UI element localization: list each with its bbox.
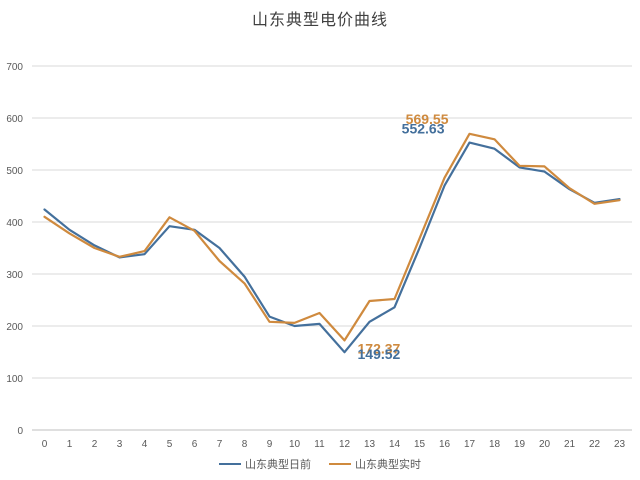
- x-tick-label-22: 22: [589, 439, 601, 450]
- x-tick-label-7: 7: [217, 439, 223, 450]
- x-tick-label-15: 15: [414, 439, 426, 450]
- x-tick-label-23: 23: [614, 439, 626, 450]
- x-tick-label-0: 0: [42, 439, 48, 450]
- data-label-172-37: 172.37: [358, 340, 401, 356]
- x-tick-label-12: 12: [339, 439, 351, 450]
- legend: 山东典型日前 山东典型实时: [0, 456, 640, 472]
- data-label-569-55: 569.55: [406, 111, 449, 127]
- y-tick-label-0: 0: [17, 426, 23, 437]
- x-tick-label-19: 19: [514, 439, 526, 450]
- x-tick-label-14: 14: [389, 439, 401, 450]
- data-label-149-52: 149.52: [358, 346, 401, 362]
- x-tick-label-6: 6: [192, 439, 198, 450]
- legend-label-dayahead: 山东典型日前: [245, 458, 311, 471]
- legend-swatch-realtime: [329, 463, 351, 465]
- x-tick-label-20: 20: [539, 439, 551, 450]
- x-tick-label-16: 16: [439, 439, 451, 450]
- data-label-552-63: 552.63: [402, 121, 445, 137]
- series-line-1: [43, 132, 621, 342]
- y-tick-label-600: 600: [6, 114, 23, 125]
- y-tick-label-700: 700: [6, 62, 23, 73]
- legend-swatch-dayahead: [219, 463, 241, 465]
- x-tick-label-2: 2: [92, 439, 98, 450]
- x-tick-label-8: 8: [242, 439, 248, 450]
- x-tick-label-5: 5: [167, 439, 173, 450]
- x-tick-label-1: 1: [67, 439, 73, 450]
- legend-item-realtime: 山东典型实时: [329, 456, 421, 472]
- x-tick-label-11: 11: [314, 439, 325, 450]
- y-tick-label-100: 100: [6, 374, 23, 385]
- x-tick-label-18: 18: [489, 439, 501, 450]
- y-tick-label-500: 500: [6, 166, 23, 177]
- x-tick-label-10: 10: [289, 439, 301, 450]
- x-tick-label-9: 9: [267, 439, 273, 450]
- x-tick-label-13: 13: [364, 439, 376, 450]
- series-line-0: [43, 141, 621, 354]
- legend-label-realtime: 山东典型实时: [355, 458, 421, 471]
- chart-title: 山东典型电价曲线: [251, 10, 388, 29]
- legend-item-dayahead: 山东典型日前: [219, 456, 311, 472]
- y-tick-label-300: 300: [6, 270, 23, 281]
- y-tick-label-400: 400: [6, 218, 23, 229]
- x-tick-label-3: 3: [117, 439, 123, 450]
- x-tick-label-17: 17: [464, 439, 476, 450]
- y-tick-label-200: 200: [6, 322, 23, 333]
- x-tick-label-21: 21: [564, 439, 576, 450]
- x-tick-label-4: 4: [142, 439, 148, 450]
